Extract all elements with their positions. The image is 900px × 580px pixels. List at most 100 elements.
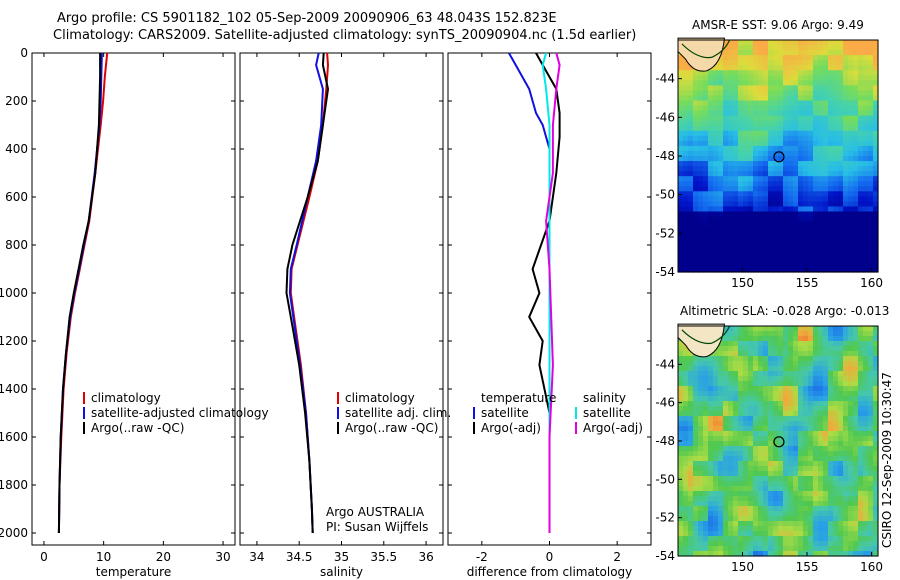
heatmap-cell <box>828 171 834 177</box>
heatmap-cell <box>758 336 764 342</box>
heatmap-cell <box>793 496 799 502</box>
heatmap-cell <box>688 416 694 422</box>
heatmap-cell <box>823 211 829 218</box>
heatmap-cell <box>678 70 684 76</box>
heatmap-cell <box>763 456 769 462</box>
heatmap-cell <box>683 411 689 417</box>
heatmap-cell <box>798 326 804 332</box>
heatmap-cell <box>688 396 694 402</box>
heatmap-cell <box>853 476 859 482</box>
heatmap-cell <box>843 441 849 447</box>
heatmap-cell <box>843 176 849 182</box>
heatmap-cell <box>793 336 799 342</box>
heatmap-cell <box>873 150 879 157</box>
heatmap-cell <box>838 501 844 507</box>
heatmap-cell <box>853 145 859 152</box>
heatmap-cell <box>748 401 754 407</box>
heatmap-cell <box>763 55 769 61</box>
heatmap-cell <box>808 526 814 532</box>
heatmap-cell <box>843 196 849 202</box>
heatmap-cell <box>808 80 814 86</box>
heatmap-cell <box>838 206 844 213</box>
heatmap-cell <box>688 356 694 362</box>
heatmap-cell <box>748 351 754 357</box>
heatmap-cell <box>753 231 759 238</box>
heatmap-cell <box>863 526 869 532</box>
heatmap-cell <box>808 115 814 122</box>
heatmap-cell <box>798 446 804 452</box>
heatmap-cell <box>778 140 784 147</box>
heatmap-cell <box>758 441 764 447</box>
heatmap-cell <box>848 411 854 417</box>
heatmap-cell <box>683 110 689 117</box>
heatmap-cell <box>868 366 874 372</box>
heatmap-cell <box>683 181 689 187</box>
heatmap-cell <box>868 376 874 382</box>
heatmap-cell <box>693 75 699 81</box>
heatmap-cell <box>693 261 699 268</box>
heatmap-cell <box>768 341 774 347</box>
heatmap-cell <box>733 461 739 467</box>
x-axis-label: salinity <box>320 565 363 579</box>
heatmap-cell <box>843 40 849 46</box>
heatmap-cell <box>763 331 769 337</box>
heatmap-cell <box>778 181 784 187</box>
heatmap-cell <box>798 216 804 223</box>
x-tick-label: 30 <box>215 550 230 564</box>
heatmap-cell <box>763 75 769 81</box>
heatmap-cell <box>803 356 809 362</box>
heatmap-cell <box>848 376 854 382</box>
heatmap-cell <box>708 421 714 427</box>
heatmap-cell <box>868 436 874 442</box>
heatmap-cell <box>763 401 769 407</box>
heatmap-cell <box>848 461 854 467</box>
heatmap-cell <box>718 145 724 152</box>
heatmap-cell <box>733 176 739 182</box>
heatmap-cell <box>768 416 774 422</box>
heatmap-cell <box>863 85 869 92</box>
heatmap-cell <box>683 95 689 102</box>
heatmap-cell <box>808 371 814 377</box>
heatmap-cell <box>738 201 744 208</box>
heatmap-cell <box>743 526 749 532</box>
heatmap-cell <box>823 346 829 352</box>
heatmap-cell <box>833 100 839 107</box>
heatmap-cell <box>713 161 719 167</box>
heatmap-cell <box>733 546 739 552</box>
heatmap-cell <box>723 40 729 46</box>
heatmap-cell <box>868 50 874 56</box>
heatmap-cell <box>783 125 789 132</box>
heatmap-cell <box>833 346 839 352</box>
heatmap-cell <box>843 506 849 512</box>
heatmap-cell <box>743 191 749 197</box>
heatmap-cell <box>788 391 794 397</box>
heatmap-cell <box>828 346 834 352</box>
heatmap-cell <box>763 150 769 157</box>
heatmap-cell <box>813 451 819 457</box>
heatmap-cell <box>713 140 719 147</box>
heatmap-cell <box>783 181 789 187</box>
heatmap-cell <box>798 261 804 268</box>
heatmap-cell <box>688 451 694 457</box>
heatmap-cell <box>718 501 724 507</box>
heatmap-cell <box>698 361 704 367</box>
heatmap-cell <box>698 436 704 442</box>
heatmap-cell <box>858 396 864 402</box>
heatmap-cell <box>693 241 699 248</box>
heatmap-cell <box>678 251 684 258</box>
heatmap-cell <box>808 516 814 522</box>
heatmap-cell <box>773 55 779 61</box>
heatmap-cell <box>748 491 754 497</box>
heatmap-cell <box>688 436 694 442</box>
heatmap-cell <box>743 176 749 182</box>
heatmap-cell <box>818 90 824 97</box>
heatmap-cell <box>768 456 774 462</box>
heatmap-cell <box>793 246 799 253</box>
heatmap-cell <box>873 546 879 552</box>
heatmap-cell <box>753 186 759 192</box>
heatmap-cell <box>733 486 739 492</box>
heatmap-cell <box>743 246 749 253</box>
heatmap-cell <box>718 140 724 147</box>
heatmap-cell <box>793 105 799 112</box>
heatmap-cell <box>703 171 709 177</box>
